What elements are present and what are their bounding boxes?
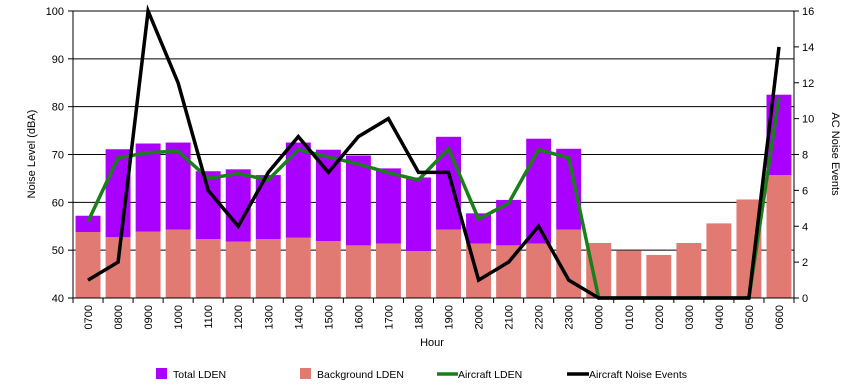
y-tick-label: 60 [52,197,64,209]
bar-background-lden-2200 [526,243,552,298]
bar-total-lden-1200 [225,169,251,242]
legend-swatch-total-lden [156,368,167,379]
bar-total-lden-1000 [165,142,191,230]
x-tick-label: 1900 [444,305,456,329]
x-tick-label: 1500 [323,305,335,329]
x-tick-label: 2100 [504,305,516,329]
x-tick-label: 0100 [624,305,636,329]
bar-background-lden-0400 [706,223,732,298]
y2-tick-label: 0 [802,293,808,305]
bar-background-lden-0900 [135,231,161,298]
x-tick-label: 0800 [113,305,125,329]
bar-background-lden-1900 [436,229,461,298]
legend: Total LDEN Background LDEN Aircraft LDEN… [156,368,687,381]
legend-label-aircraft-noise-events: Aircraft Noise Events [589,369,687,381]
legend-swatch-background-lden [300,368,311,379]
y2-tick-label: 8 [802,150,808,162]
bar-background-lden-0200 [646,254,672,298]
bar-background-lden-1000 [165,229,191,298]
x-tick-label: 2300 [564,305,576,329]
x-tick-label: 2000 [474,305,486,329]
x-tick-label: 0900 [143,305,155,329]
x-tick-label: 0300 [684,305,696,329]
x-tick-label: 1400 [293,305,305,329]
bar-total-lden-1100 [195,171,221,240]
y-tick-label: 100 [46,6,64,18]
total-bars [75,94,792,252]
y-tick-label: 70 [52,150,64,162]
x-tick-label: 2200 [534,305,546,329]
x-tick-label: 0600 [774,305,786,329]
y-tick-label: 50 [52,245,64,257]
x-tick-label: 0400 [714,305,726,329]
bar-total-lden-0900 [135,143,161,232]
bar-total-lden-1800 [406,177,431,252]
y-tick-label: 90 [52,54,64,66]
legend-label-total-lden: Total LDEN [173,369,226,381]
y-tick-label: 40 [52,293,64,305]
bar-background-lden-0600 [766,175,792,298]
y-axis-title: Noise Level (dBA) [26,110,38,199]
bar-background-lden-1300 [255,239,281,298]
x-tick-label: 0700 [83,305,95,329]
y2-tick-label: 4 [802,221,808,233]
y2-tick-label: 10 [802,114,814,126]
bar-background-lden-1400 [285,237,311,298]
legend-label-aircraft-lden: Aircraft LDEN [458,369,522,381]
legend-label-background-lden: Background LDEN [317,369,404,381]
bar-background-lden-0100 [616,250,642,298]
x-tick-label: 0500 [744,305,756,329]
bar-background-lden-1500 [315,241,341,298]
x-axis-title: Hour [420,337,444,349]
x-tick-label: 1200 [233,305,245,329]
y-tick-label: 80 [52,102,64,114]
y2-tick-label: 12 [802,78,814,90]
x-tick-label: 1600 [353,305,365,329]
y2-tick-label: 2 [802,257,808,269]
bar-total-lden-1700 [375,168,401,244]
bar-background-lden-1700 [375,243,401,298]
background-bars [75,175,792,298]
x-tick-label: 1000 [173,305,185,329]
y2-axis-title: AC Noise Events [829,112,841,196]
x-tick-label: 1100 [203,305,215,329]
y2-tick-label: 14 [802,42,814,54]
x-tick-label: 0200 [654,305,666,329]
x-tick-label: 1800 [414,305,426,329]
bar-background-lden-1100 [195,239,221,298]
x-tick-label: 0000 [594,305,606,329]
y2-tick-label: 16 [802,6,814,18]
bar-background-lden-1200 [225,241,251,298]
bar-background-lden-0700 [75,231,101,298]
bar-total-lden-1600 [345,155,371,246]
bar-background-lden-1600 [345,245,371,298]
bar-background-lden-0300 [676,242,702,298]
y2-tick-label: 6 [802,185,808,197]
bar-background-lden-1800 [406,251,431,298]
x-tick-label: 1300 [263,305,275,329]
x-tick-label: 1700 [383,305,395,329]
bar-total-lden-0700 [75,215,101,232]
